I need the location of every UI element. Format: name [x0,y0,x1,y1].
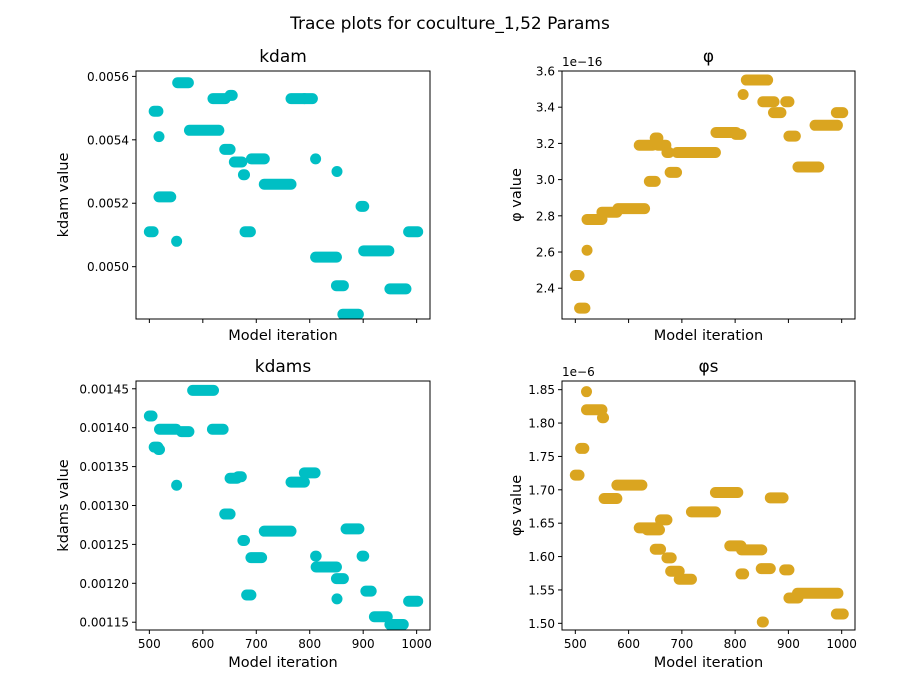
subplot-title: φ [703,47,714,67]
y-tick-label: 3.6 [536,65,555,79]
x-tick-label: 800 [724,637,747,651]
y-tick-label: 0.00145 [79,382,129,396]
x-tick-label: 700 [245,637,268,651]
y-tick-label: 0.0056 [87,70,129,84]
y-tick-label: 1.80 [528,417,555,431]
y-offset-text: 1e−16 [562,55,602,69]
data-point [153,131,165,143]
y-axis-label: φs value [509,475,525,536]
figure-title: Trace plots for coculture_1,52 Params [289,14,610,34]
x-tick-label: 500 [138,637,161,651]
data-point [737,89,749,101]
x-tick-label: 700 [670,637,693,651]
x-axis-label: Model iteration [654,655,763,671]
y-tick-label: 1.65 [528,517,555,531]
y-tick-label: 2.4 [536,282,555,296]
x-tick-label: 900 [777,637,800,651]
x-axis-label: Model iteration [228,655,337,671]
subplot-title: kdam [259,47,307,67]
x-tick-label: 600 [191,637,214,651]
x-tick-label: 600 [617,637,640,651]
y-tick-label: 2.8 [536,209,555,223]
axes-frame [561,70,856,320]
subplot-phis: 500 600 700 800 900 1000 1.50 1.55 1.60 1.65 1.70 1… [509,357,857,671]
axes-frame [135,70,431,320]
y-tick-label: 0.00120 [79,577,129,591]
data-point [171,235,183,247]
x-tick-label: 500 [564,637,587,651]
data-point [310,153,322,165]
subplot-title: kdams [255,357,312,377]
y-tick-label: 1.85 [528,383,555,397]
y-tick-label: 0.0052 [87,197,129,211]
subplot-grid: 0.0050 0.0052 0.0054 0.0056 kdam Model iterat… [56,47,857,671]
y-tick-label: 0.00115 [79,616,129,630]
x-tick-label: 800 [298,637,321,651]
y-tick-label: 3.4 [536,101,555,115]
y-axis-label: kdam value [56,153,72,238]
y-tick-label: 0.00130 [79,499,129,513]
subplot-phi: 2.4 2.6 2.8 3.0 3.2 3.4 3.6 1e−16 φ Model iterati… [509,47,856,344]
axes-frame [561,380,856,631]
x-axis-label: Model iteration [228,328,337,344]
x-axis-label: Model iteration [654,328,763,344]
y-axis-label: φ value [509,168,525,222]
x-tick-label: 900 [352,637,375,651]
y-tick-label: 1.75 [528,450,555,464]
y-tick-label: 1.50 [528,617,555,631]
series-kdam [143,77,424,319]
y-tick-label: 3.2 [536,137,555,151]
y-tick-label: 0.00140 [79,421,129,435]
data-point [171,479,183,491]
y-tick-label: 0.00135 [79,460,129,474]
series-phis [569,386,849,628]
subplot-kdam: 0.0050 0.0052 0.0054 0.0056 kdam Model iterat… [56,47,431,344]
y-tick-label: 0.00125 [79,538,129,552]
series-kdams [143,384,424,630]
y-tick-label: 2.6 [536,246,555,260]
y-tick-label: 1.60 [528,550,555,564]
series-phi [569,74,849,314]
data-point [331,593,343,605]
y-tick-label: 0.0050 [87,260,129,274]
x-tick-label: 1000 [401,637,432,651]
subplot-kdams: 500 600 700 800 900 1000 0.00115 0.00120 0.00125… [56,357,432,671]
y-tick-label: 3.0 [536,173,555,187]
y-offset-text: 1e−6 [562,365,595,379]
data-point [331,166,343,178]
x-tick-label: 1000 [826,637,857,651]
data-point [581,244,593,256]
y-tick-label: 0.0054 [87,133,129,147]
y-axis-label: kdams value [56,459,72,551]
y-tick-label: 1.55 [528,583,555,597]
data-point [581,386,593,398]
subplot-title: φs [698,357,718,377]
y-tick-label: 1.70 [528,483,555,497]
